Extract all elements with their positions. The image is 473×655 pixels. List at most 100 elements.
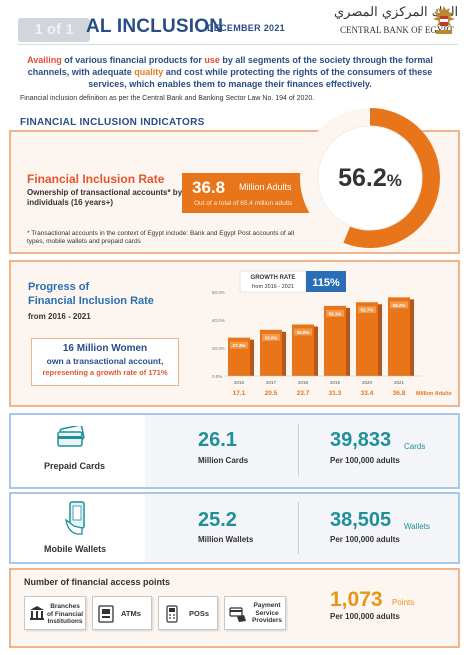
access-branches: Branches of Financial Institutions <box>24 596 86 630</box>
growth-rate-range: from 2016 - 2021 <box>252 284 294 290</box>
bar-value-label: 27.4% <box>233 343 246 348</box>
y-tick-label: 0.0% <box>212 374 222 379</box>
bar-side <box>410 299 414 376</box>
prepaid-per-label: Per 100,000 adults <box>330 456 400 465</box>
bar-value-label: 52.7% <box>361 308 374 313</box>
bar-2021 <box>388 297 410 376</box>
atms-label: ATMs <box>121 609 141 618</box>
access-points-per-label: Per 100,000 adults <box>330 612 400 621</box>
cbe-arabic-name: البنك المركزي المصري <box>334 5 459 20</box>
bar-2018 <box>292 324 314 376</box>
bar-side <box>346 307 350 376</box>
women-own-text: own a transactional account, <box>46 356 164 366</box>
progress-content: Progress of Financial Inclusion Rate from… <box>9 260 460 407</box>
y-tick-label: 20.0% <box>212 346 225 351</box>
transactional-accounts-footnote: * Transactional accounts in the context … <box>27 230 295 245</box>
adults-value: 36.8 <box>192 178 226 197</box>
x-tick-label: 2017 <box>266 380 277 385</box>
payment-providers-label: Payment Service Providers <box>252 602 282 624</box>
pos-terminal-icon <box>166 605 178 623</box>
bank-building-icon <box>30 606 44 620</box>
inclusion-definition: Availing of various financial products f… <box>27 55 433 89</box>
growth-rate-tag: GROWTH RATE from 2016 - 2021 115% <box>239 270 346 293</box>
bar-value-label: 36.8% <box>297 330 310 335</box>
bar-2019 <box>324 305 346 376</box>
prepaid-cards-label-area <box>11 415 145 487</box>
payment-service-icon <box>229 607 246 622</box>
inclusion-rate-content: Financial Inclusion Rate Ownership of tr… <box>9 130 460 254</box>
x-tick-label: 2019 <box>330 380 341 385</box>
progress-title: Progress of Financial Inclusion Rate <box>28 281 154 307</box>
wallets-divider <box>298 502 299 554</box>
access-points-title: Number of financial access points <box>24 577 171 587</box>
adults-unit-label: Million Adults <box>416 391 452 397</box>
prepaid-cards-value: 26.1 <box>198 429 237 451</box>
cbe-english-name: CENTRAL BANK OF EGYPT <box>340 25 454 35</box>
growth-rate-label: GROWTH RATE <box>251 275 296 281</box>
x-tick-label: 2016 <box>234 380 245 385</box>
women-accounts-box: 16 Million Women own a transactional acc… <box>31 338 179 386</box>
page-date: DECEMBER 2021 <box>207 23 285 33</box>
adults-box: 36.8 Million Adults Out of a total of 65… <box>182 173 312 213</box>
inclusion-rate-ring <box>300 108 440 248</box>
women-growth-text: representing a growth rate of 171% <box>42 368 168 377</box>
bar-label-bg <box>262 333 280 341</box>
access-points-value: 1,073 <box>330 588 383 611</box>
y-tick-label: 40.0% <box>212 318 225 323</box>
women-count: 16 Million Women <box>62 343 148 354</box>
adults-count-label: 20.5 <box>265 390 278 397</box>
page-indicator[interactable]: 1 of 1 <box>18 18 90 42</box>
bar-side <box>282 331 286 376</box>
section-title: FINANCIAL INCLUSION INDICATORS <box>20 117 205 128</box>
bar-value-label: 50.1% <box>329 311 342 316</box>
wallets-per-unit: Wallets <box>404 522 430 531</box>
growth-rate-value: 115% <box>312 277 340 289</box>
wallets-per-value: 38,505 <box>330 509 392 531</box>
adults-count-label: 17.1 <box>233 390 246 397</box>
wallets-per-label: Per 100,000 adults <box>330 535 400 544</box>
mobile-wallets-value: 25.2 <box>198 509 237 531</box>
page-title: AL INCLUSION <box>86 16 224 37</box>
inclusion-rate-arc <box>343 108 440 248</box>
adults-count-label: 33.4 <box>361 390 374 397</box>
adults-total: Out of a total of 65.4 million adults <box>194 200 293 207</box>
access-payment-providers: Payment Service Providers <box>224 596 286 630</box>
prepaid-cards-unit: Million Cards <box>198 456 249 465</box>
y-tick-label: 60.0% <box>212 290 225 295</box>
prepaid-divider <box>298 424 299 476</box>
prepaid-per-unit: Cards <box>404 442 426 451</box>
bar-value-label: 56.2% <box>393 303 406 308</box>
adults-count-label: 36.8 <box>393 390 406 397</box>
prepaid-per-value: 39,833 <box>330 429 392 451</box>
header-divider <box>18 44 458 45</box>
bar-label-bg <box>358 306 376 314</box>
mobile-wallets-label: Mobile Wallets <box>44 544 107 554</box>
access-points-unit: Points <box>392 598 415 607</box>
bar-label-bg <box>326 309 344 317</box>
prepaid-cards-label: Prepaid Cards <box>44 461 106 471</box>
bar-side <box>314 326 318 376</box>
eagle-seal-icon <box>433 6 455 34</box>
adults-count-label: 31.3 <box>329 390 342 397</box>
bar-2017 <box>260 329 282 376</box>
x-tick-label: 2018 <box>298 380 309 385</box>
bar-label-bg <box>230 341 248 349</box>
x-tick-label: 2021 <box>394 380 405 385</box>
bar-side <box>250 339 254 376</box>
bar-2020 <box>356 302 378 376</box>
x-tick-label: 2020 <box>362 380 373 385</box>
access-atms: ATMs <box>92 596 152 630</box>
inclusion-rate-value: 56.2% <box>338 164 402 192</box>
bar-label-bg <box>390 301 408 309</box>
definition-note: Financial inclusion definition as per th… <box>20 95 315 102</box>
header: 1 of 1 AL INCLUSION DECEMBER 2021 البنك … <box>0 0 473 48</box>
access-poss: POSs <box>158 596 218 630</box>
mobile-wallet-icon <box>65 501 85 535</box>
progress-range: from 2016 - 2021 <box>28 312 91 321</box>
branches-label: Branches of Financial Institutions <box>46 603 84 625</box>
atm-icon <box>98 605 114 623</box>
credit-card-icon <box>57 426 85 447</box>
mobile-wallets-unit: Million Wallets <box>198 535 254 544</box>
adults-unit: Million Adults <box>239 182 292 192</box>
poss-label: POSs <box>189 609 210 618</box>
